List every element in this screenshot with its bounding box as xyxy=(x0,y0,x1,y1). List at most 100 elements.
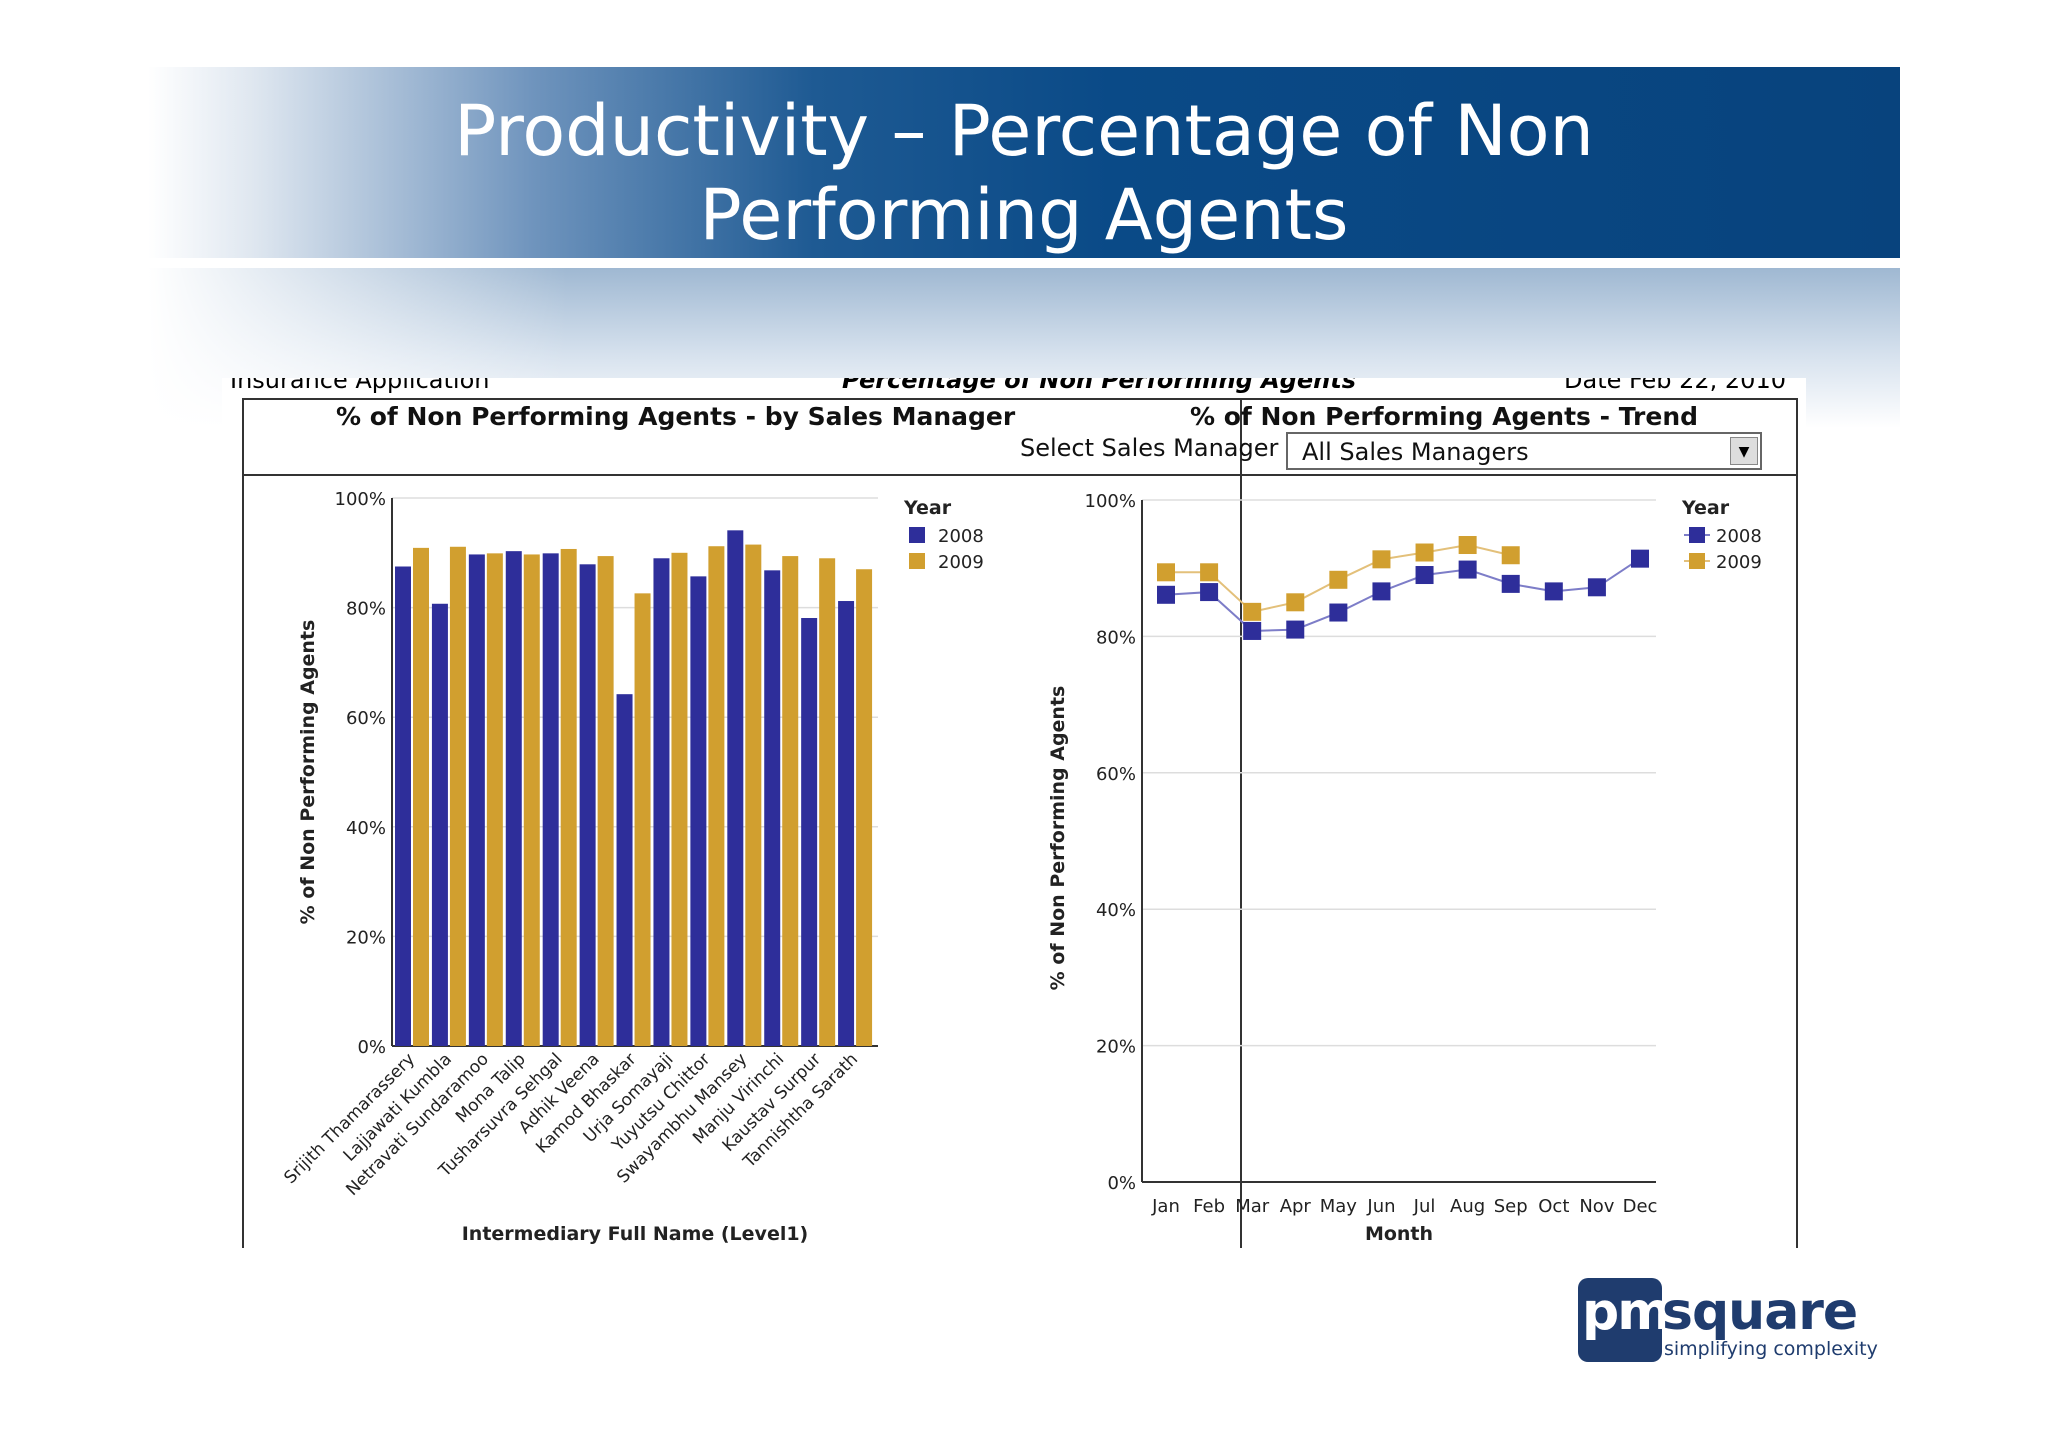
panel-divider xyxy=(1240,398,1242,1248)
bar-2009 xyxy=(486,553,503,1046)
line-legend-swatch-2008 xyxy=(1689,527,1705,543)
slide-title-line-1: Productivity – Percentage of Non xyxy=(454,90,1594,172)
line-point-2009 xyxy=(1286,593,1305,612)
bar-2008 xyxy=(542,553,559,1046)
line-point-2009 xyxy=(1200,563,1219,582)
bar-2008 xyxy=(727,530,744,1046)
report-date: Date Feb 22, 2010 xyxy=(1564,378,1786,394)
bar-y-tick-label: 40% xyxy=(346,818,386,839)
sales-manager-dropdown[interactable]: All Sales Managers ▼ xyxy=(1286,432,1762,470)
line-y-axis-title: % of Non Performing Agents xyxy=(1047,686,1069,991)
bar-legend-label: 2009 xyxy=(938,552,984,573)
bar-2008 xyxy=(505,551,522,1046)
bar-y-axis-title: % of Non Performing Agents xyxy=(297,620,319,925)
sales-manager-dropdown-value: All Sales Managers xyxy=(1302,438,1529,466)
logo-mark xyxy=(1578,1278,1662,1362)
line-x-tick-label: Aug xyxy=(1450,1196,1485,1217)
bar-2009 xyxy=(634,593,651,1046)
bar-2009 xyxy=(671,552,688,1046)
line-point-2009 xyxy=(1157,563,1175,582)
select-sales-manager-label: Select Sales Manager xyxy=(1020,434,1279,462)
line-x-tick-label: Feb xyxy=(1193,1196,1225,1217)
bar-2009 xyxy=(856,569,873,1046)
line-x-tick-label: Sep xyxy=(1494,1196,1528,1217)
line-x-tick-label: Apr xyxy=(1280,1196,1312,1217)
right-chart-title: % of Non Performing Agents - Trend xyxy=(1190,402,1699,431)
line-x-tick-label: May xyxy=(1320,1196,1358,1217)
line-x-tick-label: Mar xyxy=(1235,1196,1270,1217)
logo-tagline: simplifying complexity xyxy=(1664,1338,1878,1360)
line-point-2009 xyxy=(1243,602,1262,621)
line-point-2008 xyxy=(1157,585,1175,604)
line-legend-title: Year xyxy=(1681,497,1730,519)
bar-x-axis-title: Intermediary Full Name (Level1) xyxy=(462,1223,809,1245)
bar-legend-swatch-2008 xyxy=(909,527,925,543)
bar-2009 xyxy=(819,558,836,1046)
bar-2008 xyxy=(616,694,633,1046)
bar-2009 xyxy=(597,556,614,1046)
bar-2009 xyxy=(745,544,762,1046)
line-point-2008 xyxy=(1544,582,1563,601)
line-x-axis-title: Month xyxy=(1365,1223,1433,1245)
line-x-tick-label: Dec xyxy=(1623,1196,1658,1217)
line-point-2008 xyxy=(1458,560,1477,579)
bar-2008 xyxy=(395,566,411,1046)
line-x-tick-label: Jun xyxy=(1366,1196,1395,1217)
bar-2009 xyxy=(560,548,577,1046)
line-y-tick-label: 100% xyxy=(1085,491,1136,512)
line-x-tick-label: Nov xyxy=(1579,1196,1614,1217)
line-legend-label: 2009 xyxy=(1716,552,1762,573)
slide-title: Productivity – Percentage of Non Perform… xyxy=(148,89,1900,257)
line-y-tick-label: 20% xyxy=(1096,1037,1136,1058)
bar-legend-label: 2008 xyxy=(938,526,984,547)
report-title: Percentage of Non Performing Agents xyxy=(842,378,1356,394)
header-divider xyxy=(242,474,1798,476)
bar-2009 xyxy=(413,547,429,1046)
line-x-tick-label: Jul xyxy=(1413,1196,1436,1217)
line-point-2008 xyxy=(1415,566,1434,585)
chevron-down-icon[interactable]: ▼ xyxy=(1730,437,1758,465)
line-legend-label: 2008 xyxy=(1716,526,1762,547)
bar-2009 xyxy=(708,546,725,1046)
bar-y-tick-label: 80% xyxy=(346,599,386,620)
line-point-2008 xyxy=(1243,621,1262,640)
logo-square-text: square xyxy=(1662,1282,1858,1342)
bar-y-tick-label: 0% xyxy=(357,1037,386,1058)
report-app-name: Insurance Application xyxy=(230,378,490,394)
bar-legend-title: Year xyxy=(903,497,952,519)
line-series-2008 xyxy=(1165,557,1641,632)
line-point-2008 xyxy=(1200,583,1219,602)
bar-2008 xyxy=(431,603,448,1046)
report-frame xyxy=(242,398,1798,1248)
left-chart-title: % of Non Performing Agents - by Sales Ma… xyxy=(336,402,1016,431)
line-point-2008 xyxy=(1372,582,1391,601)
bar-x-tick-label: Netravati Sundaramoo xyxy=(342,1049,493,1200)
bar-y-tick-label: 20% xyxy=(346,927,386,948)
line-point-2009 xyxy=(1501,546,1520,565)
title-banner: Productivity – Percentage of Non Perform… xyxy=(148,67,1900,258)
bar-2008 xyxy=(653,558,670,1046)
bar-2008 xyxy=(468,554,485,1046)
line-point-2009 xyxy=(1458,536,1477,555)
line-point-2009 xyxy=(1329,570,1348,589)
line-y-tick-label: 40% xyxy=(1096,900,1136,921)
line-point-2008 xyxy=(1501,574,1520,593)
line-x-tick-label: Oct xyxy=(1538,1196,1569,1217)
charts-canvas: 0%20%40%60%80%100%Srijith ThamarasseryLa… xyxy=(280,489,1762,1245)
line-y-tick-label: 60% xyxy=(1096,764,1136,785)
line-point-2008 xyxy=(1286,620,1305,639)
bar-y-tick-label: 60% xyxy=(346,708,386,729)
bar-2008 xyxy=(764,570,781,1046)
line-point-2008 xyxy=(1587,578,1606,597)
bar-2009 xyxy=(449,546,466,1046)
bar-2008 xyxy=(801,618,818,1046)
line-point-2008 xyxy=(1329,603,1348,622)
bar-2009 xyxy=(782,556,799,1046)
bar-2008 xyxy=(690,576,707,1046)
bar-y-tick-label: 100% xyxy=(335,489,386,510)
line-point-2009 xyxy=(1415,543,1434,562)
bar-2009 xyxy=(523,554,540,1046)
report-screenshot: Insurance Application Percentage of Non … xyxy=(222,378,1806,1248)
pmsquare-logo: pm square simplifying complexity xyxy=(1578,1278,1878,1364)
bar-legend-swatch-2009 xyxy=(909,553,925,569)
